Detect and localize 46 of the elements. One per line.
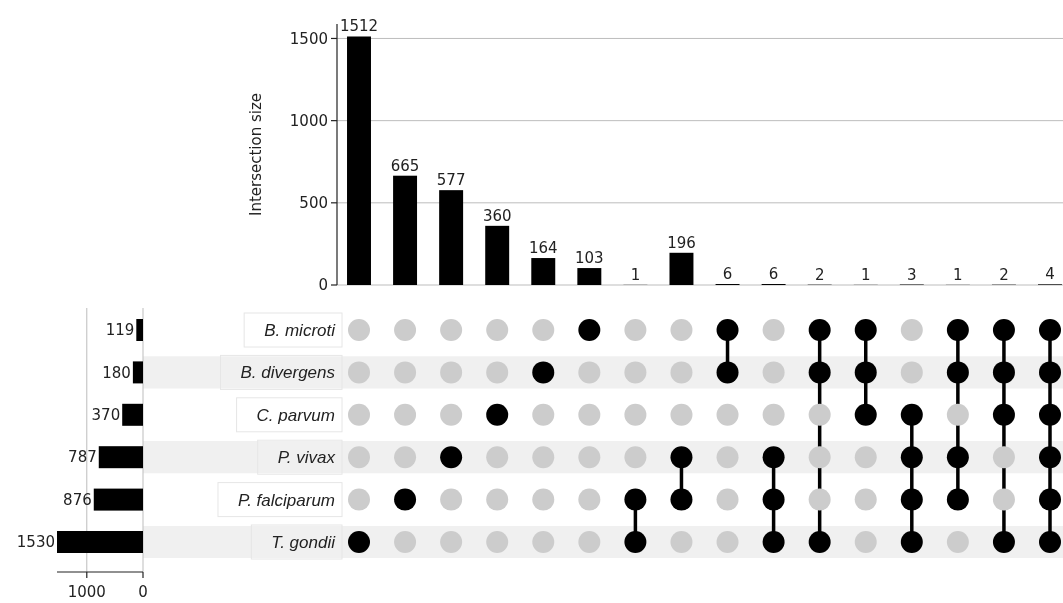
y-tick-label: 500 [299, 194, 328, 213]
text: B. divergens [240, 363, 336, 383]
data-label: 196 [667, 233, 696, 252]
data-label: 2 [999, 265, 1009, 284]
data-label: 876 [63, 490, 92, 509]
bar [577, 268, 602, 285]
data-label: 119 [105, 321, 135, 340]
data-label: 577 [436, 171, 466, 190]
data-label: 103 [575, 249, 604, 268]
data-label: 180 [102, 363, 131, 382]
bar [57, 531, 143, 553]
y-tick-label: 1500 [289, 29, 328, 48]
text: C. parvum [256, 405, 335, 425]
bar [393, 175, 418, 285]
text: B. microti [264, 320, 337, 340]
data-label: 164 [528, 239, 558, 258]
bar [136, 319, 143, 341]
data-label: 6 [722, 265, 733, 284]
bar [122, 403, 143, 426]
data-label: 370 [91, 406, 121, 425]
data-label: 6 [768, 265, 779, 284]
data-label: 1512 [339, 17, 379, 36]
text: P. falciparum [237, 490, 335, 510]
data-label: 4 [1045, 265, 1055, 284]
bar [439, 190, 464, 285]
data-label: 1 [860, 265, 871, 284]
bar [485, 225, 510, 285]
bar [132, 361, 143, 384]
data-label: 787 [68, 448, 97, 467]
data-label: 2 [814, 265, 825, 284]
y-tick-label: 1000 [289, 111, 328, 130]
data-label: 665 [390, 156, 420, 175]
text: P. vivax [277, 448, 336, 468]
bar [93, 488, 143, 511]
bar [669, 252, 694, 285]
data-label: 3 [907, 265, 917, 284]
bar [98, 446, 143, 469]
y-tick-label: 0 [318, 276, 328, 295]
y-axis-title: Intersection size [247, 92, 266, 217]
data-label: 1 [953, 265, 963, 284]
data-label: 1 [630, 265, 641, 284]
data-label: 360 [482, 206, 512, 225]
data-label: 1530 [16, 533, 55, 552]
bar [531, 258, 556, 285]
bar [347, 36, 371, 285]
text: T. gondii [271, 532, 337, 552]
